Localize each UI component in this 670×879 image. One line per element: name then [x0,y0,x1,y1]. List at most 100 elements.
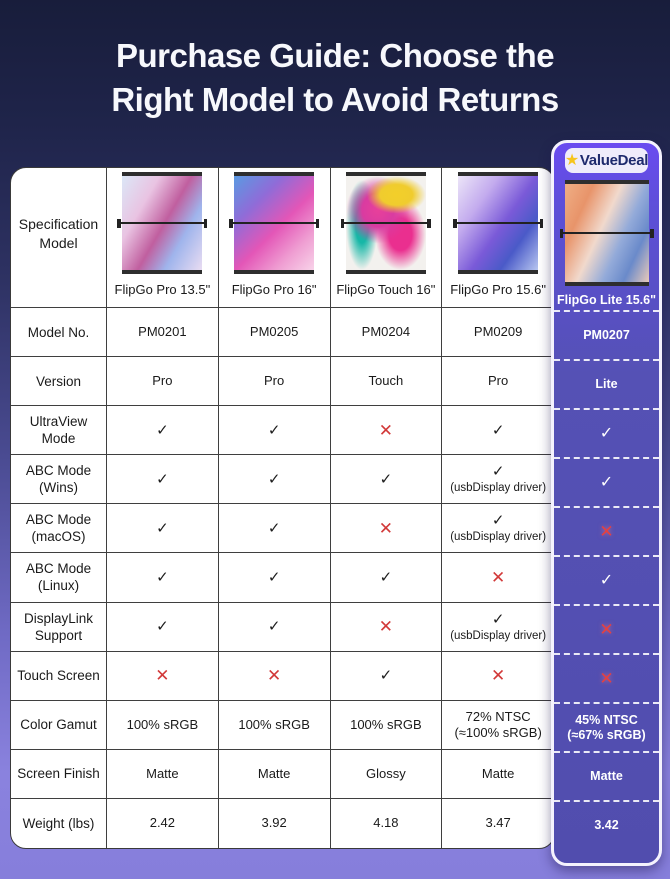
table-cell: ✓ (usbDisplay driver) [442,455,554,505]
cell-text: Pro [488,373,509,389]
row-label-cell: Touch Screen [11,651,107,701]
cross-mark: ✕ [491,567,506,587]
check-mark: ✓ [156,470,169,488]
monitor-graphic [559,180,654,286]
monitor-hinge [559,229,654,237]
table-cell: ✓ [442,406,554,456]
row-label: ABC Mode (Linux) [25,561,92,594]
table-cell: ✓ [218,553,331,603]
table-cell: 100% sRGB [330,700,443,750]
row-label-cell: Model No. [11,308,107,358]
cross-mark: ✕ [599,669,614,688]
cell-text: PM0204 [361,324,411,340]
table-cell: ✓ [107,602,219,652]
row-label: Screen Finish [17,766,100,782]
cross-mark: ✕ [155,666,170,686]
cell-text: Matte [146,765,179,781]
cell-text: PM0207 [583,328,630,342]
row-label-cell: UltraView Mode [11,406,107,456]
table-cell: Pro [218,357,331,407]
highlight-cell: ✓ [554,457,659,506]
table-cell: 3.47 [442,799,554,848]
table-cell: Glossy [330,749,443,799]
cell-text: 100% sRGB [238,716,310,732]
cell-note: (usbDisplay driver) [450,629,547,642]
check-mark: ✓ [156,421,169,439]
table-cell: ✓ [218,504,331,554]
cell-text: Pro [264,373,285,389]
product-name: FlipGo Pro 15.6" [450,282,546,297]
row-label-cell: ABC Mode (Wins) [11,455,107,505]
monitor-graphic [453,172,544,274]
check-mark: ✓ [267,618,281,636]
table-cell: ✕ [330,504,443,554]
row-label: DisplayLink Support [23,610,94,643]
table-cell: ✓ [107,406,219,456]
check-mark: ✓ [267,568,281,586]
highlight-cell: ✕ [554,506,659,555]
comparison-table: Specification Model FlipGo Pro 13.5" Flip… [10,167,555,849]
check-mark: ✓ [267,470,281,488]
table-cell: ✓ (usbDisplay driver) [442,603,554,652]
cell-text: 72% NTSC [465,708,531,724]
highlight-cell: Matte [554,751,659,800]
row-label: ABC Mode (macOS) [25,512,92,545]
table-cell: ✓ [107,504,219,554]
table-cell: PM0201 [107,308,219,358]
cell-text: 2.42 [149,815,176,831]
cross-mark: ✕ [378,420,393,440]
check-mark: ✓ [267,421,281,439]
cell-text: Touch [368,373,404,389]
table-cell: ✕ [442,553,554,603]
cell-text: PM0205 [249,324,299,340]
table-cell: ✓ [107,455,219,505]
row-label: Color Gamut [20,717,97,733]
product-header-cell: FlipGo Touch 16" [330,168,443,308]
check-mark: ✓ [267,519,281,537]
highlight-product-image [559,180,654,286]
product-header-cell: FlipGo Pro 15.6" [442,168,554,308]
cell-text: Matte [590,769,623,783]
cell-text: PM0201 [138,324,187,340]
table-cell: Matte [442,750,554,799]
cell-note: (usbDisplay driver) [450,482,547,495]
product-name: FlipGo Pro 16" [231,282,317,297]
cell-text: PM0209 [473,324,523,340]
row-label-cell: ABC Mode (Linux) [11,553,107,603]
monitor-hinge [340,219,431,227]
table-cell: PM0209 [442,308,554,358]
row-label-cell: Screen Finish [11,749,107,799]
monitor-hinge [117,219,208,227]
product-header-cell: FlipGo Pro 13.5" [107,168,219,308]
table-cell: Matte [107,749,219,799]
table-cell: Pro [442,357,554,407]
check-mark: ✓ [491,421,505,439]
highlight-cell: 45% NTSC (≈67% sRGB) [554,702,659,751]
table-cell: ✓ [218,455,331,505]
monitor-hinge [453,219,544,227]
monitor-hinge [229,219,320,227]
row-label: UltraView Mode [29,414,88,447]
row-label-cell: Version [11,357,107,407]
highlight-card-rows: PM0207 Lite ✓ ✓ ✕ ✓ ✕ ✕ 45% NTSC (≈67% sRGB) Matte… [554,310,659,849]
table-cell: ✓ [218,602,331,652]
cell-text: Matte [481,765,515,781]
highlight-cell: ✓ [554,555,659,604]
table-cell: 100% sRGB [218,700,331,750]
cell-text: Matte [257,765,291,781]
cell-text: 3.92 [261,815,287,831]
table-cell: ✕ [218,651,331,701]
cell-text: (≈67% sRGB) [567,727,646,742]
cross-mark: ✕ [599,620,614,639]
row-label: ABC Mode (Wins) [25,463,92,496]
product-name: FlipGo Touch 16" [336,282,436,297]
comparison-grid: Specification Model FlipGo Pro 13.5" Flip… [11,168,554,848]
row-label-cell: ABC Mode (macOS) [11,504,107,554]
value-deal-badge: ★ ValueDeal [564,148,648,173]
table-cell: Touch [330,357,443,407]
table-cell: 4.18 [331,798,443,848]
cell-text: 100% sRGB [350,716,422,732]
cross-mark: ✕ [267,666,282,686]
check-mark: ✓ [599,424,614,442]
product-name: FlipGo Pro 13.5" [114,282,211,297]
